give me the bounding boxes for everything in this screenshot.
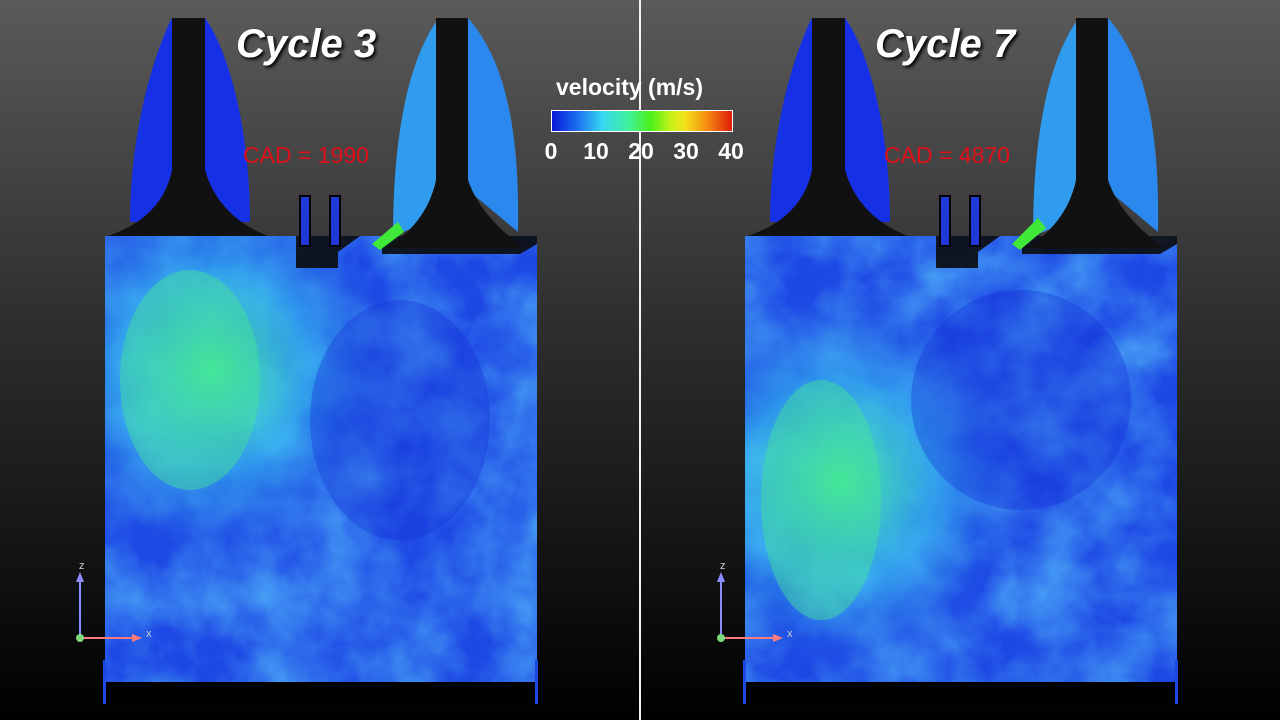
colorbar-tick: 40: [718, 138, 744, 164]
cad-label: CAD = 1990: [243, 142, 369, 168]
colorbar-tick: 0: [544, 138, 558, 164]
cycle-title: Cycle 7: [875, 22, 1016, 66]
panel-divider: [639, 0, 641, 720]
simulation-panel-cycle-7: Cycle 7 CAD = 4870 z x: [641, 0, 1280, 720]
legend-title: velocity (m/s): [556, 74, 703, 100]
exhaust-port-right: [393, 22, 436, 236]
colorbar-tick: 30: [673, 138, 699, 164]
axis-z-label: z: [79, 560, 85, 572]
exhaust-port-right: [1033, 22, 1076, 236]
velocity-field-render: [103, 18, 539, 704]
cad-label: CAD = 4870: [884, 142, 1010, 168]
velocity-field-render: [743, 18, 1179, 704]
axis-x-label: x: [787, 628, 793, 640]
axis-x-label: x: [146, 628, 152, 640]
axis-z-label: z: [720, 560, 726, 572]
velocity-colorbar: [551, 110, 733, 132]
intake-port-left: [770, 18, 812, 222]
simulation-panel-cycle-3: Cycle 3 CAD = 1990 z x: [70, 18, 539, 704]
colorbar-tick: 10: [583, 138, 609, 164]
axis-triad: z x: [711, 558, 801, 653]
colorbar-tick: 20: [628, 138, 654, 164]
intake-port-left: [130, 18, 172, 222]
cycle-title: Cycle 3: [236, 22, 377, 66]
axis-triad: z x: [70, 558, 160, 653]
